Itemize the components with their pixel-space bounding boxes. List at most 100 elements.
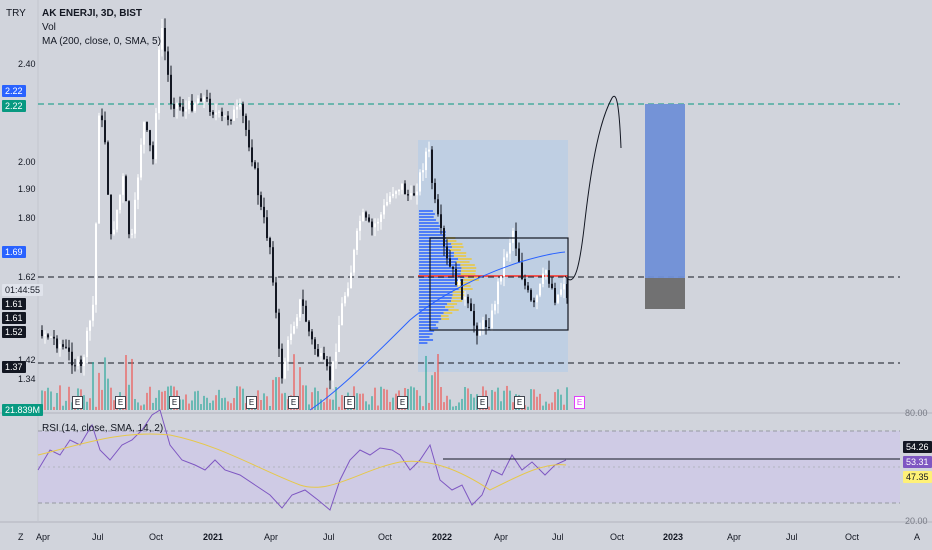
profile-bar-blue — [419, 321, 439, 323]
candle-body — [293, 326, 295, 334]
profile-bar-yellow — [449, 249, 461, 251]
symbol-title[interactable]: AK ENERJI, 3D, BIST — [42, 8, 143, 19]
candle-body — [149, 130, 151, 146]
candle-body — [452, 266, 454, 269]
candle-body — [527, 285, 529, 291]
rsi-tick-top: 80.00 — [905, 408, 928, 418]
volume-bar — [446, 395, 448, 410]
candle-body — [173, 104, 175, 109]
candle-body — [326, 359, 328, 367]
volume-bar — [188, 403, 190, 410]
candle-body — [443, 228, 445, 247]
candle-body — [296, 317, 298, 327]
profile-bar-yellow — [461, 270, 476, 272]
profile-bar-blue — [419, 255, 454, 257]
earnings-marker[interactable]: E — [169, 396, 180, 409]
candle-body — [260, 195, 262, 207]
candle-body — [170, 74, 172, 105]
candle-body — [434, 182, 436, 200]
profile-bar-blue — [419, 228, 440, 230]
volume-bar — [137, 402, 139, 410]
candle-body — [98, 115, 100, 224]
timezone-icon[interactable]: Z — [18, 532, 24, 542]
price-tick: 1.80 — [18, 213, 36, 223]
volume-bar — [215, 395, 217, 410]
volume-bar — [407, 388, 409, 410]
earnings-marker[interactable]: E — [397, 396, 408, 409]
price-tag-blue: 1.69 — [2, 246, 26, 258]
candle-body — [380, 214, 382, 222]
time-label: Oct — [378, 532, 393, 542]
profile-bar-blue — [419, 258, 459, 260]
rsi-tick-bottom: 20.00 — [905, 516, 928, 526]
profile-bar-blue — [419, 240, 447, 242]
candle-body — [248, 129, 250, 148]
volume-bar — [50, 391, 52, 410]
volume-bar — [164, 390, 166, 410]
candle-body — [89, 320, 91, 331]
candle-body — [416, 191, 418, 196]
candle-body — [305, 305, 307, 322]
earnings-marker[interactable]: E — [115, 396, 126, 409]
volume-bar — [308, 404, 310, 410]
earnings-marker-upcoming[interactable]: E — [574, 396, 585, 409]
candle-body — [116, 209, 118, 230]
candle-body — [68, 347, 70, 352]
volume-bar — [374, 387, 376, 410]
volume-bar — [551, 402, 553, 410]
volume-bar — [89, 398, 91, 410]
countdown-timer: 01:44:55 — [2, 284, 44, 296]
time-label: Oct — [149, 532, 164, 542]
volume-bar — [260, 400, 262, 410]
time-label: Apr — [36, 532, 51, 542]
candle-body — [392, 193, 394, 197]
volume-legend[interactable]: Vol — [42, 22, 56, 33]
earnings-marker[interactable]: E — [477, 396, 488, 409]
candle-body — [482, 320, 484, 330]
volume-bar — [437, 354, 439, 410]
volume-bar — [500, 401, 502, 410]
candle-body — [134, 199, 136, 234]
rsi-legend[interactable]: RSI (14, close, SMA, 14, 2) — [42, 423, 164, 434]
earnings-marker[interactable]: E — [344, 396, 355, 409]
price-tick: 1.34 — [18, 374, 36, 384]
candle-body — [461, 279, 463, 300]
volume-bar — [524, 405, 526, 410]
candle-body — [44, 334, 46, 337]
candle-body — [47, 334, 49, 338]
candle-body — [521, 262, 523, 280]
earnings-marker[interactable]: E — [72, 396, 83, 409]
volume-bar — [236, 386, 238, 410]
volume-bar — [185, 394, 187, 410]
time-label: Apr — [494, 532, 509, 542]
candle-body — [215, 112, 217, 115]
ma-200-line — [309, 251, 566, 411]
volume-bar — [257, 390, 259, 410]
candle-body — [152, 145, 154, 160]
candle-body — [368, 217, 370, 222]
candle-body — [131, 233, 133, 235]
candle-body — [383, 205, 385, 215]
profile-bar-blue — [419, 330, 435, 332]
profile-bar-yellow — [457, 285, 471, 287]
time-label: Jul — [92, 532, 104, 542]
candle-body — [71, 351, 73, 366]
ma-legend[interactable]: MA (200, close, 0, SMA, 5) — [42, 36, 161, 47]
time-label: 2022 — [432, 532, 453, 542]
volume-bar — [161, 391, 163, 410]
volume-bar — [332, 399, 334, 410]
candle-body — [323, 353, 325, 360]
time-label: Jul — [552, 532, 564, 542]
earnings-marker[interactable]: E — [288, 396, 299, 409]
earnings-marker[interactable]: E — [514, 396, 525, 409]
candle-body — [251, 147, 253, 163]
volume-bar — [440, 387, 442, 410]
candle-body — [458, 279, 460, 286]
price-tick: 1.90 — [18, 184, 36, 194]
profile-bar-blue — [419, 270, 462, 272]
volume-bar — [536, 396, 538, 410]
candle-body — [539, 283, 541, 296]
earnings-marker[interactable]: E — [246, 396, 257, 409]
